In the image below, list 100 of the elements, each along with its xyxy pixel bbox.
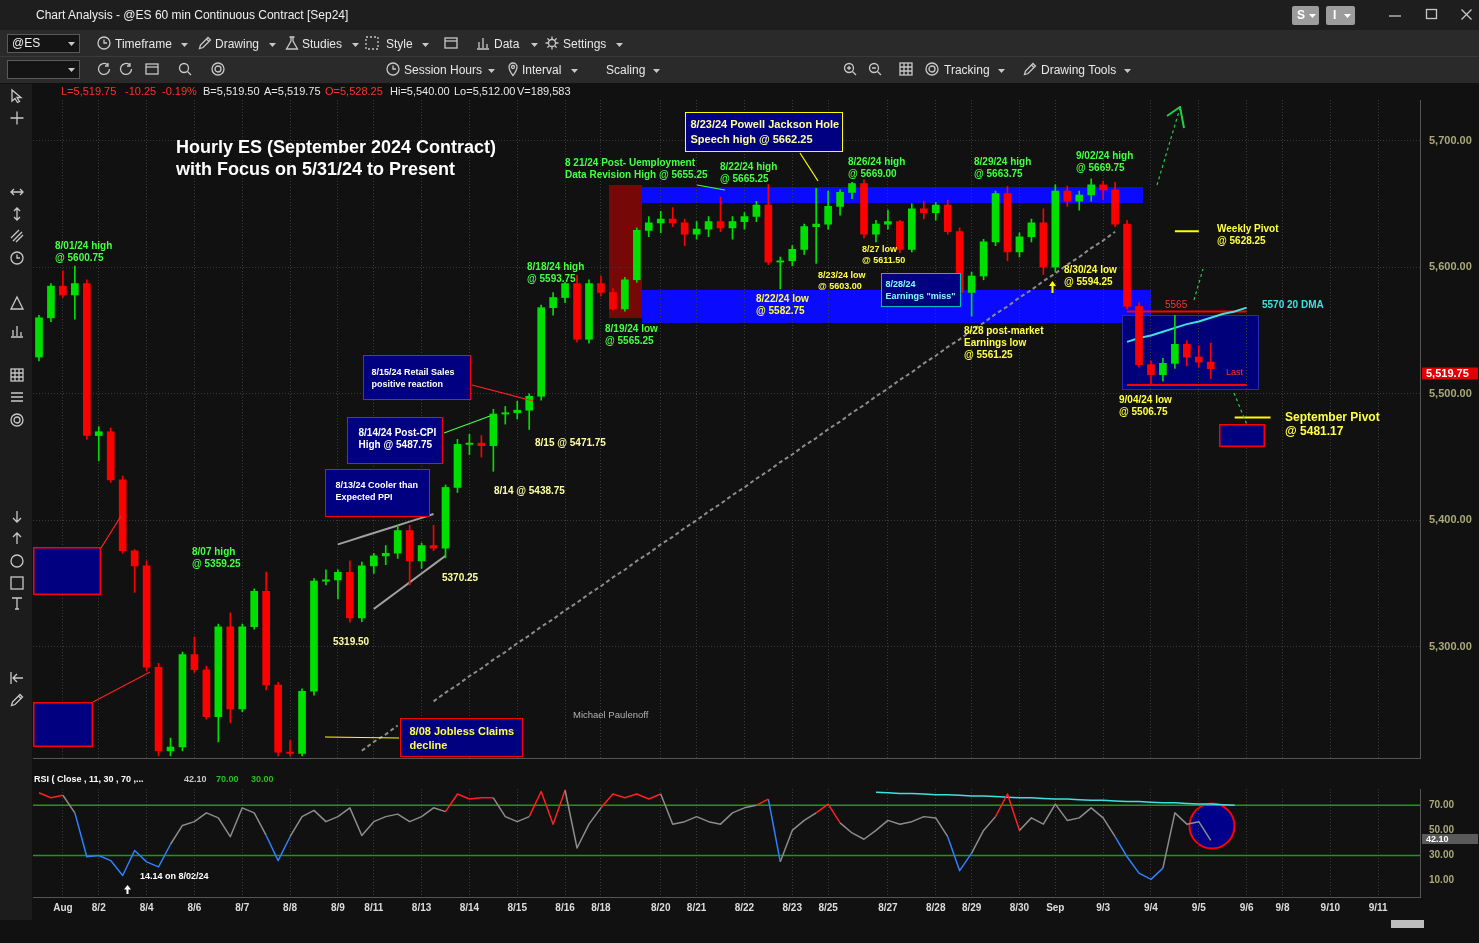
x-tick-label: 8/6 bbox=[187, 901, 202, 913]
annotation: Michael Paulenoff bbox=[573, 709, 649, 721]
x-tick-label: 8/25 bbox=[818, 901, 839, 913]
annotation: 8/30/24 low @ 5594.25 bbox=[1064, 263, 1118, 287]
candlestick bbox=[656, 211, 665, 234]
y-tick-label: 5,300.00 bbox=[1429, 640, 1472, 653]
x-tick-label: 8/30 bbox=[1009, 901, 1030, 913]
x-tick-label: Aug bbox=[53, 901, 73, 913]
candlestick bbox=[1206, 342, 1215, 379]
dropdown-button: S bbox=[1292, 6, 1319, 25]
annotation: Last bbox=[1226, 366, 1244, 377]
text: Chart Analysis - @ES 60 min Continuous Contract [Sep24] bbox=[36, 8, 349, 22]
x-tick-label: 8/21 bbox=[686, 901, 707, 913]
text: A=5,519.75 bbox=[264, 85, 321, 98]
x-tick-label: Sep bbox=[1046, 901, 1065, 913]
text: Tracking bbox=[944, 63, 990, 77]
candlestick bbox=[501, 406, 510, 425]
x-tick-label: 8/27 bbox=[878, 901, 899, 913]
annotation: 9/02/24 high @ 5669.75 bbox=[1076, 149, 1134, 173]
dropdown-field: @ES bbox=[7, 34, 80, 53]
callout-box: 8/14/24 Post-CPI High @ 5487.75 bbox=[347, 417, 443, 464]
x-tick-label: 8/16 bbox=[555, 901, 576, 913]
text: -0.19% bbox=[162, 85, 197, 98]
text: O=5,528.25 bbox=[325, 85, 383, 98]
x-tick-label: 9/5 bbox=[1191, 901, 1207, 913]
y-tick-label: 5,600.00 bbox=[1429, 260, 1472, 273]
y-tick-label: 50.00 bbox=[1429, 824, 1455, 836]
text: Scaling bbox=[606, 63, 646, 77]
x-tick-label: 8/7 bbox=[235, 901, 250, 913]
x-tick-label: 8/23 bbox=[782, 901, 803, 913]
candlestick bbox=[1194, 345, 1203, 368]
text: Lo=5,512.00 bbox=[454, 85, 516, 98]
annotation: 5565 bbox=[1165, 298, 1188, 310]
text: Data bbox=[494, 37, 520, 51]
annotation: 5319.50 bbox=[333, 635, 370, 647]
annotation: 8/07 high @ 5359.25 bbox=[192, 545, 242, 569]
x-tick-label: 9/4 bbox=[1144, 901, 1159, 913]
annotation: 8/28 post-market Earnings low @ 5561.25 bbox=[964, 324, 1045, 360]
callout-box: 8/13/24 Cooler than Expected PPI bbox=[325, 469, 430, 517]
annotation: 8/08 Jobless Claims decline bbox=[409, 723, 515, 752]
y-tick-label: 5,400.00 bbox=[1429, 513, 1472, 526]
annotation: 8 21/24 Post- Uemployment Data Revision High @ 5655.25 bbox=[565, 156, 709, 180]
callout-box: 8/15/24 Retail Sales positive reaction bbox=[363, 355, 471, 400]
annotation: 8/23/24 low @ 5603.00 bbox=[818, 269, 867, 291]
annotation: September Pivot @ 5481.17 bbox=[1285, 410, 1380, 439]
candlestick bbox=[286, 740, 294, 757]
annotation: 8/14/24 Post-CPI High @ 5487.75 bbox=[358, 426, 437, 451]
x-tick-label: 9/8 bbox=[1275, 901, 1290, 913]
x-tick-label: 8/28 bbox=[926, 901, 946, 913]
text: with Focus on 5/31/24 to Present bbox=[175, 158, 456, 179]
annotation: 8/19/24 low @ 5565.25 bbox=[605, 322, 659, 346]
x-tick-label: 8/8 bbox=[283, 901, 298, 913]
x-tick-label: 8/4 bbox=[139, 901, 154, 913]
annotation: 8/22/24 low @ 5582.75 bbox=[756, 292, 810, 316]
annotation: 8/18/24 high @ 5593.75 bbox=[527, 260, 585, 284]
annotation: 8/15 @ 5471.75 bbox=[535, 436, 607, 448]
x-tick-label: 8/13 bbox=[411, 901, 432, 913]
text: Interval bbox=[522, 63, 562, 77]
text: V=189,583 bbox=[517, 85, 571, 98]
callout-box: 8/28/24 Earnings "miss" bbox=[881, 273, 961, 307]
text: 5,519.75 bbox=[1426, 367, 1469, 380]
x-tick-label: 8/20 bbox=[651, 901, 671, 913]
candlestick bbox=[812, 187, 821, 264]
candlestick bbox=[334, 569, 342, 600]
x-tick-label: 8/2 bbox=[91, 901, 107, 913]
text: Drawing bbox=[215, 37, 260, 51]
x-tick-label: 9/10 bbox=[1320, 901, 1341, 913]
x-tick-label: 9/6 bbox=[1239, 901, 1255, 913]
x-tick-label: 8/9 bbox=[330, 901, 346, 913]
x-tick-label: 8/15 bbox=[507, 901, 528, 913]
annotation: 9/04/24 low @ 5506.75 bbox=[1119, 393, 1173, 417]
candlestick bbox=[381, 545, 390, 566]
chart-title: RSI ( Close , 11, 30 , 70 ,... bbox=[34, 773, 144, 784]
candlestick bbox=[71, 265, 79, 320]
candlestick bbox=[513, 401, 522, 420]
text: Style bbox=[386, 37, 413, 51]
annotation: 8/15/24 Retail Sales positive reaction bbox=[371, 365, 455, 390]
y-tick-label: 5,700.00 bbox=[1429, 133, 1472, 146]
x-tick-label: 8/22 bbox=[734, 901, 755, 913]
text: B=5,519.50 bbox=[203, 85, 260, 98]
candlestick bbox=[919, 200, 928, 220]
x-tick-label: 9/11 bbox=[1368, 901, 1389, 913]
annotation: 8/13/24 Cooler than Expected PPI bbox=[335, 478, 419, 503]
annotation: 5370.25 bbox=[442, 571, 479, 583]
x-tick-label: 9/3 bbox=[1096, 901, 1111, 913]
text: L=5,519.75 bbox=[61, 85, 117, 98]
annotation: 5570 20 DMA bbox=[1262, 298, 1324, 310]
x-tick-label: 8/14 bbox=[459, 901, 480, 913]
candlestick bbox=[94, 426, 103, 462]
annotation: 8/27 low @ 5611.50 bbox=[862, 243, 906, 265]
candlestick bbox=[668, 207, 677, 227]
annotation: 8/29/24 high @ 5663.75 bbox=[974, 155, 1032, 179]
text: Hourly ES (September 2024 Contract) bbox=[176, 136, 497, 157]
text: Studies bbox=[302, 37, 343, 51]
y-tick-label: 70.00 bbox=[1429, 799, 1455, 811]
candlestick bbox=[884, 209, 892, 230]
y-tick-label: 5,500.00 bbox=[1429, 386, 1472, 399]
text: 42.10 bbox=[184, 773, 207, 784]
y-tick-label: 30.00 bbox=[1429, 849, 1455, 861]
x-tick-label: 8/29 bbox=[961, 901, 982, 913]
